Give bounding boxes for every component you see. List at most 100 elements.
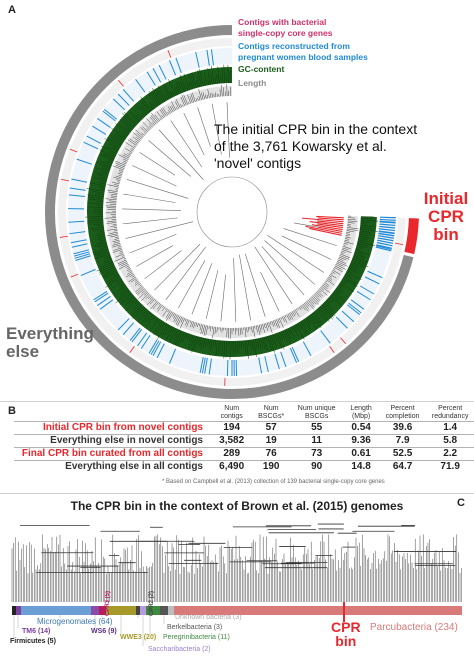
cell: 5.8 [426,435,474,448]
cell: 64.7 [379,461,427,474]
table-footnote: * Based on Campbell et al. (2013) collec… [162,479,385,485]
group-bar-segment [91,606,99,615]
everything-else-label: Everything else [6,325,94,361]
cell: 1.4 [426,422,474,435]
cell: 2.2 [426,448,474,461]
table-row: Final CPR bin curated from all contigs 2… [14,448,474,461]
everything-else-arc [50,30,409,394]
dendrogram-branch [239,255,250,321]
cell: 14.8 [343,461,378,474]
dendrogram-branch [260,272,279,311]
cpr-bin-label: CPR bin [331,620,361,648]
cell: 90 [290,461,343,474]
dendrogram-branch [130,234,176,253]
cell: 0.61 [343,448,378,461]
dendrogram-core [197,177,267,247]
header-redundancy: Percent redundancy [426,405,474,422]
group-bar-segment [140,606,146,615]
dendrogram-branch [122,209,181,211]
header-spacer [14,405,211,422]
dendrogram-branch [154,244,200,290]
initial-bin-arc [409,218,414,253]
table-row: Everything else in novel contigs 3,582 1… [14,435,474,448]
label-bacterial-genes: Contigs with bacterial single-copy core … [238,17,332,39]
header-length: Length (Mbp) [343,405,378,422]
panel-a-caption: The initial CPR bin in the context of th… [214,121,420,172]
group-label-saccharibacteria: Saccharibacteria (2) [148,646,211,654]
cell: 289 [211,448,252,461]
group-label-parcubacteria: Parcubacteria (234) [370,622,458,633]
table-header-row: Num contigs Num BSCGs* Num unique BSCGs … [14,405,474,422]
row-name: Initial CPR bin from novel contigs [14,422,211,435]
group-label-wwe3: WWE3 (20) [120,634,156,642]
cell: 19 [252,435,290,448]
dendrogram-branch [221,275,226,322]
dendrogram-branch [178,260,205,308]
dendrogram-branch [136,246,173,267]
header-num-contigs: Num contigs [211,405,252,422]
red-clade-branch [306,226,342,233]
initial-cpr-bin-label: Initial CPR bin [420,190,472,244]
label-gc-content: GC-content [238,64,284,75]
header-completion: Percent completion [379,405,427,422]
cell: 52.5 [379,448,427,461]
cell: 9.36 [343,435,378,448]
group-label-firmicutes: Firmicutes (5) [10,638,56,646]
table-row: Initial CPR bin from novel contigs 194 5… [14,422,474,435]
group-label-peregrinibacteria: Peregrinibacteria (11) [163,634,230,642]
dendrogram-branch [282,236,331,260]
dendrogram-branch [145,251,182,279]
header-unique-bscgs: Num unique BSCGs [290,405,343,422]
panel-a: A Contigs with bacterial single-copy cor… [0,0,474,400]
group-bar-segment [12,606,16,615]
dendrogram-branch [265,241,315,285]
group-label-cpr3: CPR3 (5) [104,591,112,616]
panel-b: B Num contigs Num BSCGs* Num unique BSCG… [0,401,474,494]
table-row: Everything else in all contigs 6,490 190… [14,461,474,474]
cell: 7.9 [379,435,427,448]
dendrogram-branch [166,247,206,300]
dendrogram-branch [140,152,175,175]
phylogenetic-tree [0,494,474,659]
label-length: Length [238,78,266,89]
cell: 0.54 [343,422,378,435]
cell: 3,582 [211,435,252,448]
dendrogram-branch [206,270,218,319]
cell: 73 [290,448,343,461]
panel-c-title: The CPR bin in the context of Brown et a… [0,499,474,513]
dendrogram-branch [198,108,211,147]
group-bar-segment [21,606,91,615]
dendrogram-branch [125,222,193,239]
cell: 11 [290,435,343,448]
group-bar-segment [168,606,174,615]
dendrogram-branch [171,121,202,168]
dendrogram-branch [234,258,236,322]
cell: 194 [211,422,252,435]
dendrogram-branch [184,113,204,155]
row-name: Everything else in novel contigs [14,435,211,448]
cell: 71.9 [426,461,474,474]
cell: 57 [252,422,290,435]
row-name: Final CPR bin curated from all contigs [14,448,211,461]
dendrogram-branch [123,194,175,203]
dendrogram-branch [123,218,178,224]
panel-c: C The CPR bin in the context of Brown et… [0,493,474,659]
dendrogram-branch [127,179,188,198]
stats-table: Num contigs Num BSCGs* Num unique BSCGs … [14,405,474,473]
cell: 6,490 [211,461,252,474]
row-name: Everything else in all contigs [14,461,211,474]
group-label-unknown: Unknown bacteria (3) [175,614,242,622]
group-label-ws6: WS6 (9) [91,628,117,636]
header-num-bscgs: Num BSCGs* [252,405,290,422]
cell: 55 [290,422,343,435]
dendrogram-branch [255,247,292,304]
group-bar-segment [160,606,168,615]
group-bar-segment [16,606,21,615]
group-label-cpr2: CPR2 (2) [148,591,156,616]
group-label-microgenomates: Microgenomates (64) [37,618,113,626]
dendrogram-branch [267,235,324,272]
cell: 190 [252,461,290,474]
group-label-berkelbacteria: Berkelbacteria (3) [167,624,222,632]
group-bar-segment [136,606,140,615]
cell: 39.6 [379,422,427,435]
